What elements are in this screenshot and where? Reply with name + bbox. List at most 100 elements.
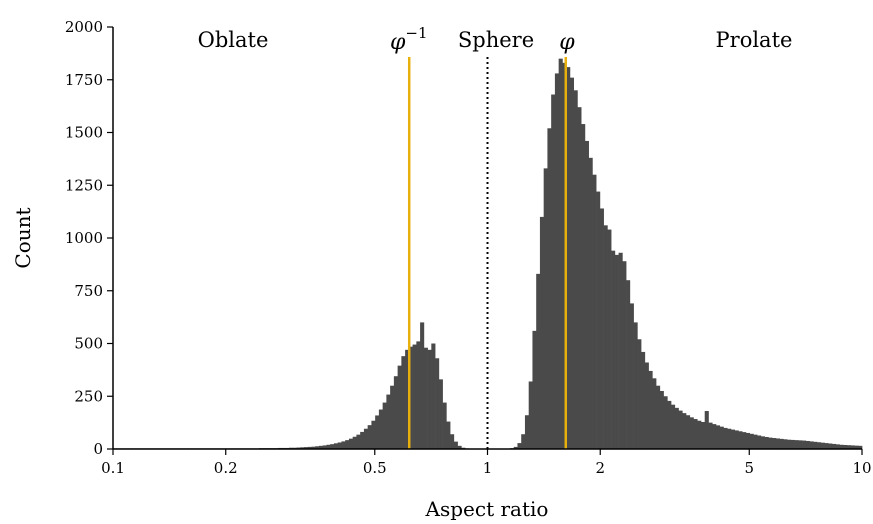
histogram-bar [648,370,653,449]
histogram-bar [521,434,526,449]
histogram-bar [584,140,589,449]
x-tick-label: 10 [852,459,871,477]
histogram-bar [644,362,649,449]
histogram-bar [543,168,548,449]
histogram-bar [622,261,627,449]
histogram-bar [854,445,859,449]
histogram-bar [330,444,335,449]
histogram-bar [738,431,743,449]
histogram-bar [802,440,807,449]
histogram-bar [734,430,739,449]
histogram-bar [712,424,717,449]
histogram-bar [850,445,855,449]
histogram-bar [663,396,668,449]
histogram-bar [412,344,417,449]
oblate-label: Oblate [198,28,269,52]
histogram-bar [341,441,346,449]
histogram-bar [573,90,578,450]
histogram-bar [633,322,638,449]
histogram-bar [772,438,777,449]
histogram-bar [652,378,657,449]
histogram-bar [311,446,316,449]
x-tick-label: 1 [483,459,493,477]
histogram-bar [420,322,425,449]
y-axis-title: Count [11,207,35,268]
histogram-bar [547,128,552,449]
histogram-bar [438,379,443,449]
histogram-bar [348,438,354,449]
histogram-bar [453,441,458,449]
histogram-bar [450,434,455,449]
y-ticks: 0 250 500 750 1000 1250 1500 1750 2000 [65,18,113,458]
histogram-bar [356,434,361,449]
histogram-bar [446,421,451,449]
y-tick-label: 1750 [65,71,103,89]
histogram-bar [304,447,309,449]
histogram-bar [375,415,380,449]
sphere-label: Sphere [458,28,534,52]
histogram-bar [775,438,780,449]
histogram-bar [401,356,406,449]
histogram-bar [315,446,320,449]
y-tick-label: 2000 [65,18,103,36]
histogram-bar [378,409,383,449]
histogram-bar [307,446,312,449]
histogram-bar [442,402,447,449]
histogram-bar [685,415,691,449]
histogram-bar [626,280,631,449]
histogram-bar [300,447,305,449]
histogram-bar [693,419,698,449]
histogram-bar [337,442,342,449]
histogram-bar [742,432,747,449]
histogram-bar [603,225,608,449]
histogram-bar [363,428,369,449]
histogram-bar [659,390,664,449]
histogram-bar [408,346,413,449]
histogram-bar [435,358,440,449]
histogram-bar [764,436,769,449]
reference-lines [407,57,568,449]
histogram-bar [667,400,672,449]
phi-inverse-label: φ−1 [390,24,428,55]
histogram-bar [708,422,713,450]
histogram-bar [566,67,571,449]
y-tick-label: 250 [74,387,103,405]
histogram-bar [611,250,616,449]
histogram-bar [577,107,582,450]
histogram-bar [697,420,702,449]
y-tick-label: 1250 [65,176,103,194]
x-tick-label: 2 [595,459,605,477]
histogram-bar [835,444,840,449]
histogram-bar [517,443,522,449]
histogram-bar [817,442,822,449]
histogram-bar [719,426,724,449]
histogram-bar [618,252,623,449]
histogram-bar [386,394,391,449]
histogram-bar [723,427,728,449]
histogram-bar [551,94,556,450]
histogram-bar [536,273,541,449]
histogram-bar [393,376,398,449]
histogram-bar [352,436,357,449]
phi-inverse-exponent: −1 [405,24,427,42]
y-tick-label: 1500 [65,124,103,142]
histogram-bar [581,124,586,449]
histogram-bar [592,174,597,449]
histogram-bar [689,417,694,449]
histogram-bar [326,444,331,449]
histogram-bar [562,62,567,450]
histogram-bar [345,440,350,449]
x-tick-label: 0.1 [101,459,125,477]
histogram-bar [805,440,810,449]
histogram-bar [798,440,803,449]
histogram-bar [820,442,825,449]
histogram-bar [839,444,844,449]
histogram-bar [427,349,432,449]
y-tick-label: 1000 [65,229,103,247]
histogram-bar [457,445,462,449]
histogram-bar [700,421,706,449]
histogram-bar [671,404,676,449]
histogram-bar [596,191,601,449]
histogram-bar [824,443,829,449]
histogram-bar [528,381,533,449]
